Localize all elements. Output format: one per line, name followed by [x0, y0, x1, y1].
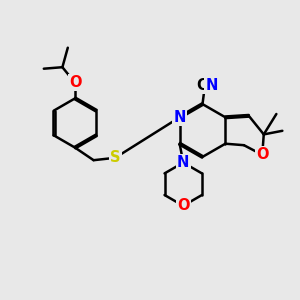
Text: O: O [256, 147, 268, 162]
Text: S: S [110, 150, 120, 165]
Text: C: C [196, 78, 207, 93]
Text: N: N [177, 155, 189, 170]
Text: O: O [69, 75, 81, 90]
Text: N: N [173, 110, 186, 125]
Text: N: N [205, 78, 218, 93]
Text: O: O [177, 198, 190, 213]
